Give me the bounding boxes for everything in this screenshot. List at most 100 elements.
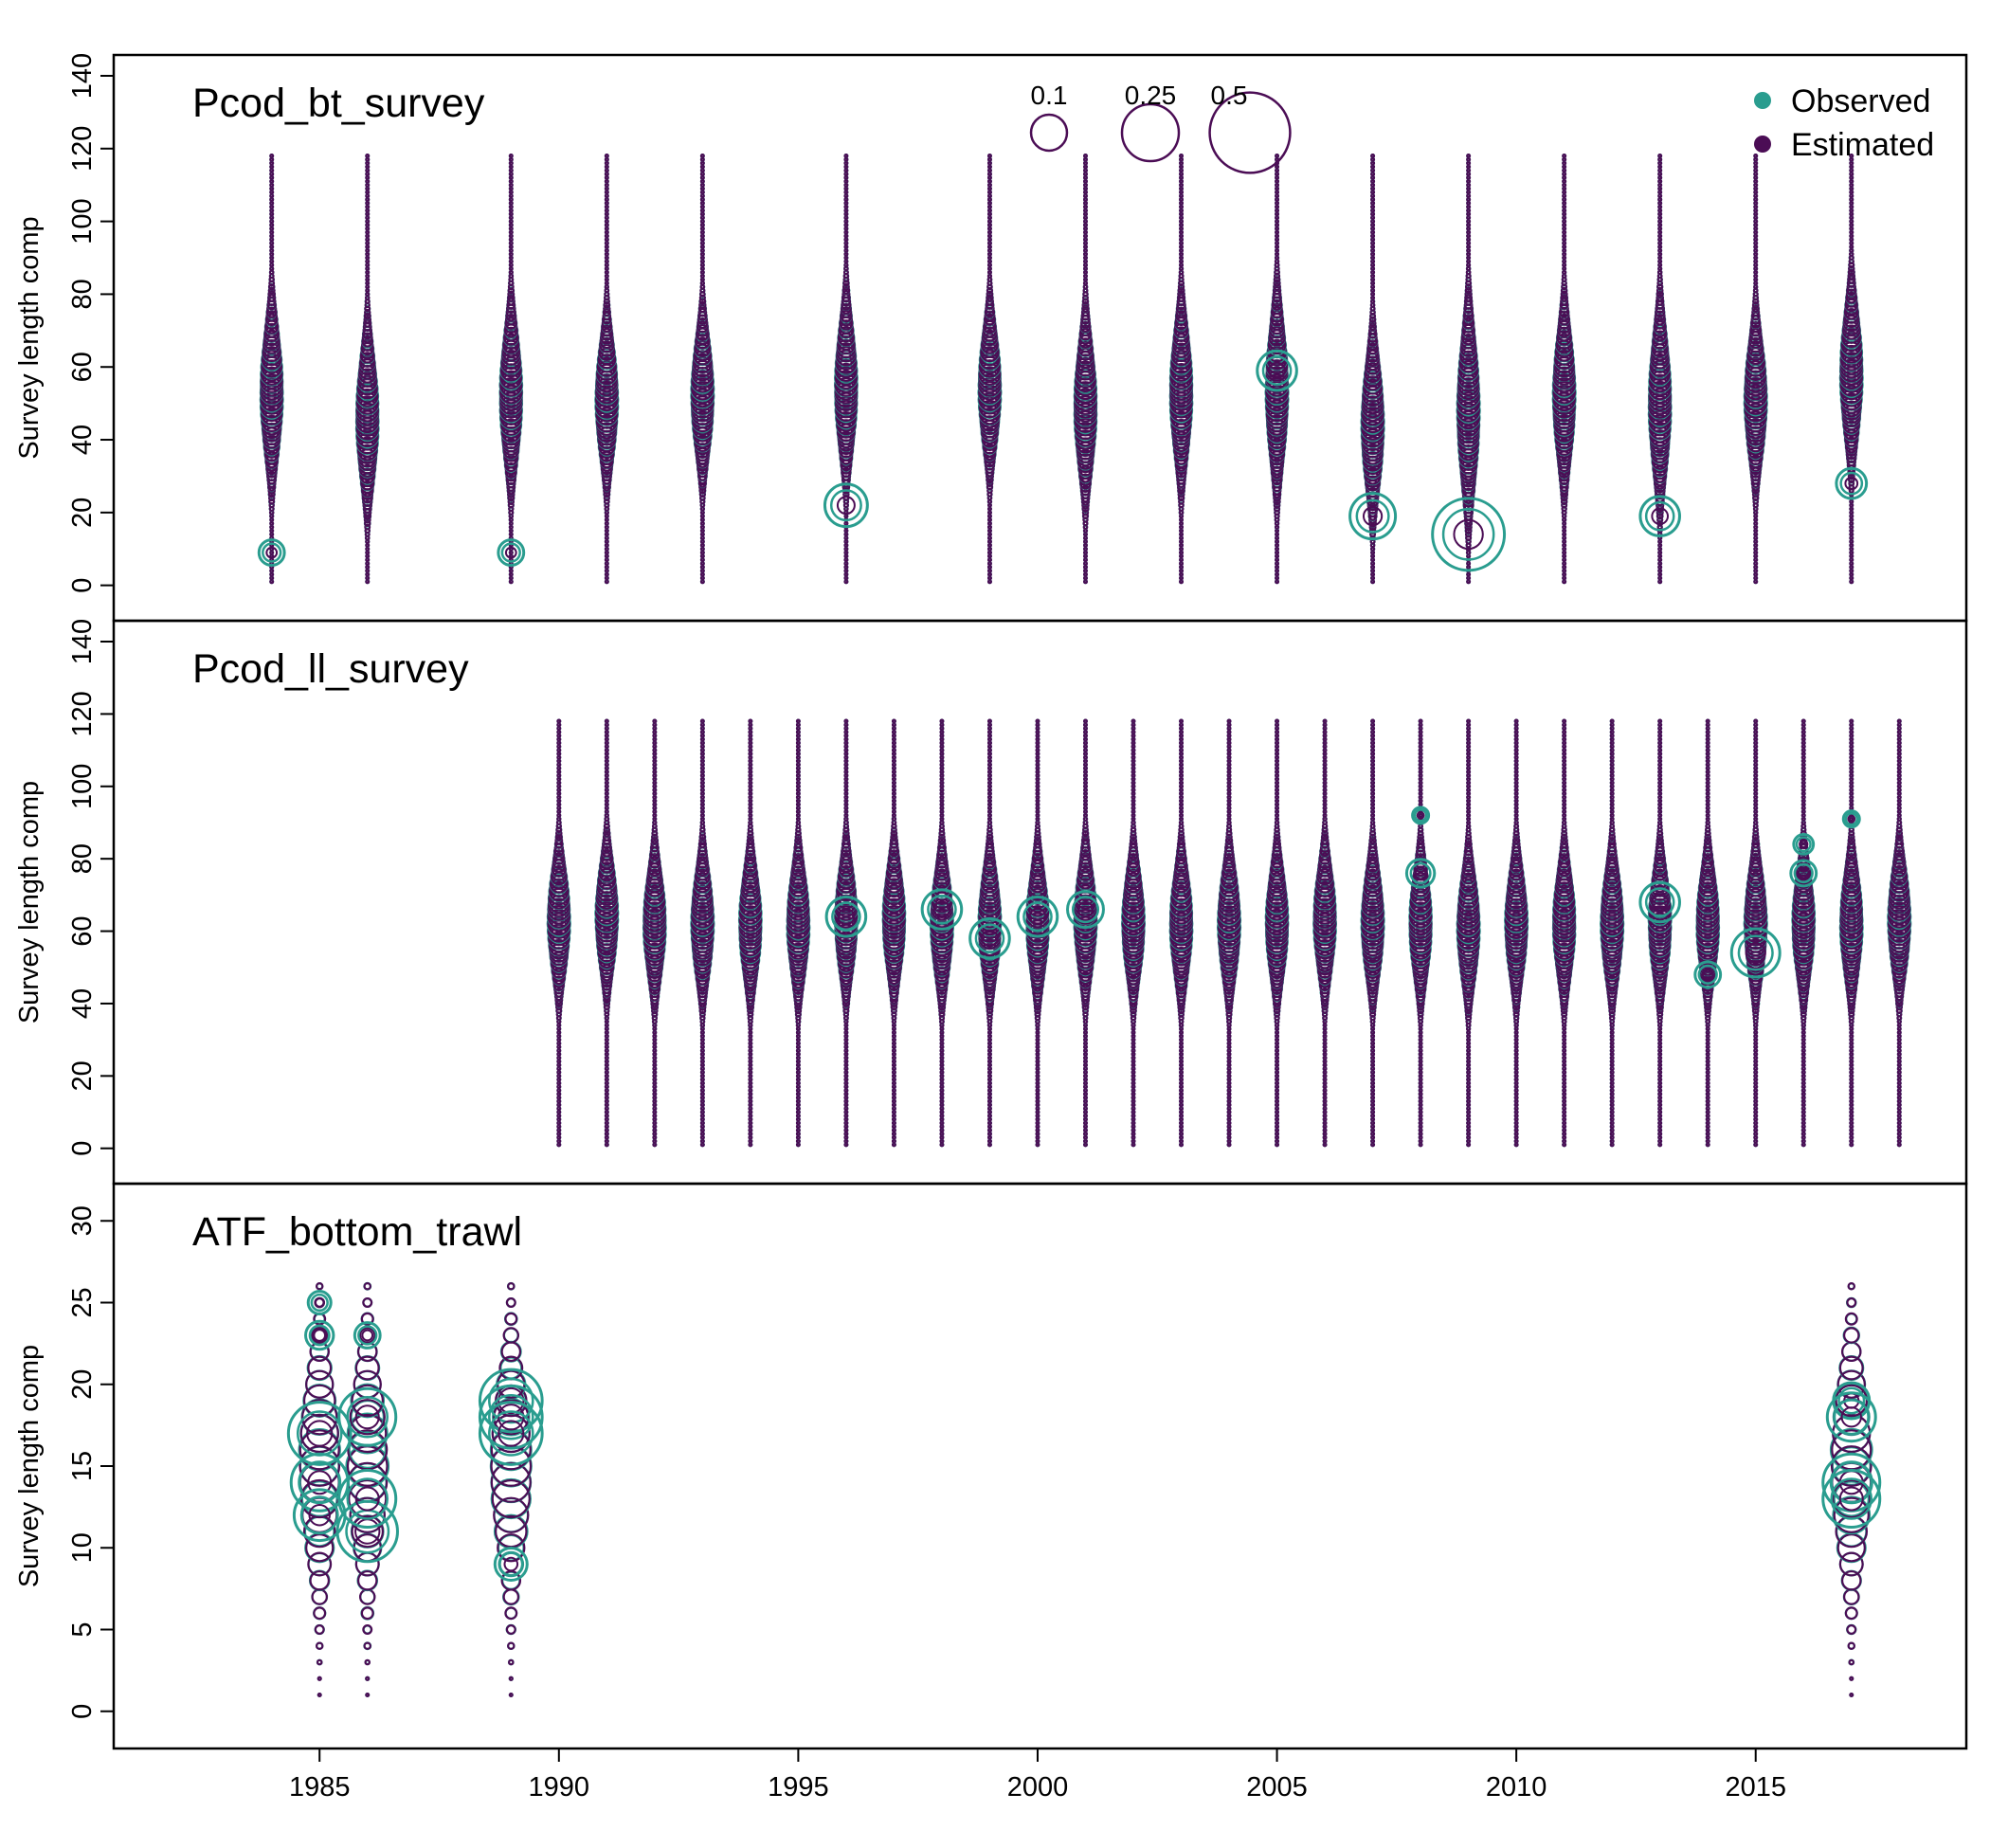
estimated-bubble	[843, 156, 849, 162]
estimated-bubble	[1845, 291, 1858, 304]
estimated-bubble	[1746, 353, 1765, 373]
estimated-bubble	[508, 237, 514, 243]
estimated-bubble	[1753, 160, 1759, 166]
estimated-bubble	[748, 1102, 753, 1108]
estimated-bubble	[1275, 571, 1280, 577]
estimated-bubble	[748, 769, 753, 774]
estimated-bubble	[269, 517, 275, 523]
estimated-bubble	[986, 233, 992, 239]
estimated-bubble	[556, 1080, 562, 1086]
estimated-bubble	[843, 247, 849, 253]
estimated-bubble	[748, 794, 753, 800]
estimated-bubble	[699, 798, 705, 804]
estimated-bubble	[699, 1138, 705, 1144]
estimated-bubble	[699, 794, 705, 800]
estimated-bubble	[699, 532, 705, 537]
estimated-bubble	[748, 1055, 753, 1060]
estimated-bubble	[982, 326, 998, 342]
estimated-bubble	[1657, 175, 1663, 181]
estimated-bubble	[1082, 160, 1088, 166]
estimated-bubble	[1562, 178, 1567, 184]
estimated-bubble	[748, 776, 753, 782]
estimated-bubble	[1655, 293, 1665, 302]
estimated-bubble	[652, 776, 658, 782]
estimated-bubble	[1370, 571, 1376, 577]
estimated-bubble	[1368, 322, 1377, 332]
estimated-bubble	[604, 259, 609, 264]
estimated-bubble	[1560, 498, 1568, 506]
estimated-bubble	[556, 1041, 562, 1046]
estimated-bubble	[1370, 564, 1376, 570]
estimated-bubble	[508, 222, 514, 227]
observed-bubble	[1431, 497, 1507, 572]
estimated-bubble	[1368, 316, 1377, 324]
estimated-bubble	[1275, 200, 1280, 206]
estimated-bubble	[1849, 164, 1854, 170]
estimated-bubble	[556, 794, 562, 800]
panel-bubbles	[546, 718, 1912, 1148]
estimated-bubble	[1082, 197, 1088, 203]
estimated-bubble	[652, 726, 658, 732]
estimated-bubble	[1370, 263, 1376, 268]
estimated-bubble	[604, 744, 609, 750]
estimated-bubble	[556, 1073, 562, 1078]
estimated-bubble	[601, 320, 613, 333]
estimated-bubble	[1370, 197, 1376, 203]
estimated-bubble	[269, 219, 275, 225]
estimated-bubble	[365, 226, 371, 231]
estimated-bubble	[600, 848, 613, 861]
estimated-bubble	[508, 568, 514, 573]
estimated-bubble	[365, 284, 371, 290]
estimated-bubble	[1466, 156, 1472, 162]
estimated-bubble	[986, 244, 992, 249]
estimated-bubble	[1847, 271, 1856, 281]
year-column	[1743, 153, 1768, 585]
estimated-bubble	[604, 1102, 609, 1108]
estimated-bubble	[1753, 532, 1759, 537]
estimated-bubble	[365, 550, 371, 555]
estimated-bubble	[699, 571, 705, 577]
estimated-bubble	[1753, 208, 1759, 213]
estimated-bubble	[652, 1037, 658, 1042]
estimated-bubble	[508, 178, 514, 184]
estimated-bubble	[986, 175, 992, 181]
estimated-bubble	[269, 524, 275, 530]
panel-bubbles	[257, 153, 1869, 585]
estimated-bubble	[604, 241, 609, 246]
estimated-bubble	[1753, 528, 1759, 534]
estimated-bubble	[1462, 310, 1474, 322]
estimated-bubble	[1275, 197, 1280, 203]
estimated-bubble	[1753, 514, 1759, 519]
estimated-bubble	[1753, 284, 1759, 290]
estimated-bubble	[600, 324, 613, 337]
estimated-bubble	[265, 546, 279, 559]
estimated-bubble	[1082, 222, 1088, 227]
estimated-bubble	[748, 1073, 753, 1078]
estimated-bubble	[1849, 204, 1854, 209]
estimated-bubble	[1562, 259, 1567, 264]
estimated-bubble	[652, 1088, 658, 1094]
estimated-bubble	[652, 788, 658, 793]
estimated-bubble	[1179, 193, 1185, 199]
estimated-bubble	[1082, 211, 1088, 217]
estimated-bubble	[1271, 302, 1283, 316]
estimated-bubble	[1082, 153, 1088, 158]
estimated-bubble	[699, 564, 705, 570]
estimated-bubble	[269, 532, 275, 537]
estimated-bubble	[699, 153, 705, 158]
estimated-bubble	[365, 266, 371, 272]
estimated-bubble	[262, 342, 281, 363]
estimated-bubble	[986, 517, 992, 523]
estimated-bubble	[267, 494, 276, 502]
estimated-bubble	[365, 186, 371, 191]
estimated-bubble	[365, 568, 371, 573]
estimated-bubble	[652, 1029, 658, 1035]
estimated-bubble	[699, 790, 705, 796]
estimated-bubble	[604, 1138, 609, 1144]
estimated-bubble	[508, 273, 515, 280]
estimated-bubble	[699, 1124, 705, 1130]
estimated-bubble	[1752, 494, 1760, 502]
estimated-bubble	[1657, 265, 1663, 272]
estimated-bubble	[836, 496, 856, 516]
estimated-bubble	[1275, 186, 1280, 191]
